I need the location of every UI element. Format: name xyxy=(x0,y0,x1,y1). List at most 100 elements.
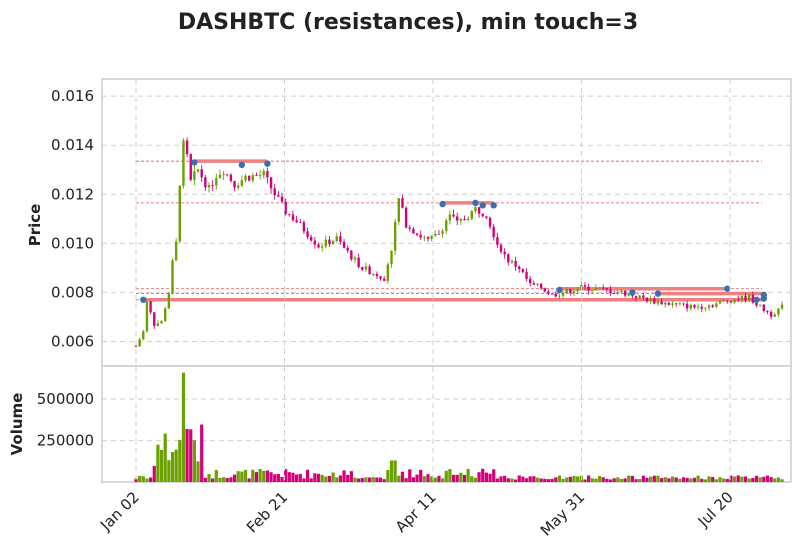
candle-body xyxy=(642,295,645,298)
volume-bar xyxy=(652,475,656,482)
volume-bar xyxy=(696,475,700,482)
candle-body xyxy=(729,301,733,303)
volume-bar xyxy=(152,466,156,482)
candle-body xyxy=(711,305,714,307)
volume-bar xyxy=(368,477,372,482)
candle-body xyxy=(751,294,755,303)
candle-body xyxy=(237,185,240,188)
price-tick-label: 0.006 xyxy=(51,332,94,350)
touch-point xyxy=(238,161,246,169)
volume-bar xyxy=(243,469,248,482)
volume-bar xyxy=(335,477,339,482)
volume-bar xyxy=(623,478,627,482)
volume-bar xyxy=(386,469,390,482)
candle-body xyxy=(218,174,222,178)
volume-bar xyxy=(543,478,547,482)
volume-bar xyxy=(251,469,255,482)
candle-body xyxy=(543,288,546,292)
candle-body xyxy=(521,269,525,272)
candle-body xyxy=(726,300,729,302)
candle-body xyxy=(386,264,390,281)
volume-bar xyxy=(700,478,704,482)
candle-body xyxy=(342,241,346,248)
volume-bar xyxy=(758,477,762,482)
candle-body xyxy=(138,339,141,347)
volume-bar xyxy=(711,476,715,482)
volume-bar xyxy=(338,475,342,482)
candle-body xyxy=(463,218,466,221)
candle-body xyxy=(258,175,262,176)
volume-bar xyxy=(327,475,332,482)
volume-bar xyxy=(718,477,722,482)
volume-bar xyxy=(506,478,510,482)
volume-bar xyxy=(262,470,266,482)
volume-bar xyxy=(302,478,306,482)
volume-bar xyxy=(163,433,167,482)
volume-bar xyxy=(568,476,572,482)
volume-bar xyxy=(630,475,634,482)
candle-body xyxy=(569,289,572,294)
candle-body xyxy=(744,295,747,301)
volume-bar xyxy=(316,473,321,482)
volume-bar xyxy=(295,474,299,482)
volume-bar xyxy=(189,429,193,482)
volume-bar xyxy=(159,449,164,482)
candle-body xyxy=(550,293,554,295)
volume-bar xyxy=(462,474,467,482)
volume-bar xyxy=(247,478,251,482)
candle-body xyxy=(273,188,276,196)
candle-body xyxy=(539,283,543,289)
volume-bar xyxy=(382,479,386,482)
candle-body xyxy=(185,140,189,155)
volume-bar xyxy=(229,477,233,482)
candle-body xyxy=(313,240,317,245)
volume-bar xyxy=(375,477,379,482)
candle-body xyxy=(620,290,623,293)
volume-bar xyxy=(419,469,423,482)
candle-body xyxy=(477,207,481,214)
volume-bar xyxy=(378,477,383,482)
x-tick-labels: Jan 02 Feb 21 Apr 11 May 31 Jul 20 xyxy=(96,488,737,540)
volume-bar xyxy=(743,476,748,482)
candle-body xyxy=(561,292,565,296)
volume-bar xyxy=(466,468,470,482)
candle-body xyxy=(529,278,532,284)
candle-body xyxy=(664,302,667,305)
candle-body xyxy=(481,213,484,217)
volume-bar xyxy=(273,474,277,482)
candle-body xyxy=(215,177,218,186)
volume-bar xyxy=(276,474,280,482)
candle-body xyxy=(649,298,652,302)
candle-body xyxy=(153,312,156,326)
candle-body xyxy=(397,198,400,222)
candle-body xyxy=(404,207,408,228)
candle-body xyxy=(164,308,167,321)
candle-body xyxy=(401,198,404,208)
volume-bar xyxy=(214,470,218,482)
candle-body xyxy=(372,274,375,275)
volume-bar xyxy=(733,476,737,482)
x-tick-label: Apr 11 xyxy=(392,488,440,536)
volume-bar xyxy=(280,477,284,482)
volume-bar xyxy=(200,424,204,482)
candle-body xyxy=(518,266,521,270)
volume-bar xyxy=(254,472,259,482)
volume-bar xyxy=(539,478,543,482)
volume-bar xyxy=(236,471,240,482)
candle-body xyxy=(200,169,203,178)
volume-bar xyxy=(660,478,664,482)
candle-body xyxy=(262,171,265,176)
candle-body xyxy=(452,214,455,217)
volume-bar xyxy=(357,478,361,482)
candle-body xyxy=(189,154,192,180)
candle-body xyxy=(306,231,309,237)
candle-body xyxy=(773,314,776,317)
candle-body xyxy=(558,295,561,297)
candle-body xyxy=(149,301,152,313)
price-tick-labels: 0.006 0.008 0.010 0.012 0.014 0.016 xyxy=(51,87,94,350)
candle-body xyxy=(525,271,528,279)
volume-bar xyxy=(448,469,452,482)
volume-bar xyxy=(678,478,682,482)
price-tick-label: 0.008 xyxy=(51,283,94,301)
volume-bar xyxy=(645,477,649,482)
